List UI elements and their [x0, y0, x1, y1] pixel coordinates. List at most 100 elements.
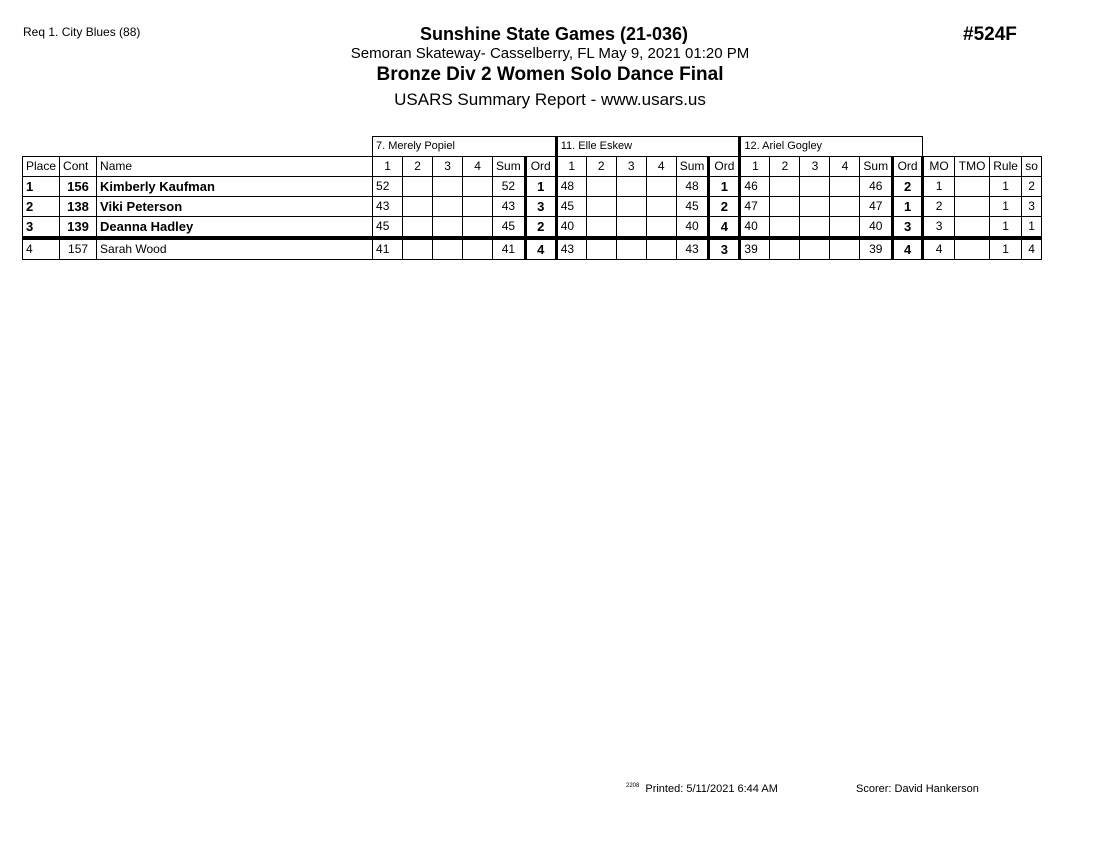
- sum-cell: 47: [859, 196, 894, 217]
- score-cell: 47: [738, 196, 771, 217]
- event-title: Bronze Div 2 Women Solo Dance Final: [376, 64, 724, 85]
- score-cell: [769, 196, 801, 217]
- rule-cell: 1: [989, 176, 1023, 197]
- result-row: 2 138 Viki Peterson 43 43 3 45 45 2 47 47 1 2 1 3: [21, 196, 1043, 217]
- ordinal-cell: 4: [707, 216, 741, 240]
- venue-date: Semoran Skateway- Casselberry, FL May 9,…: [350, 45, 750, 62]
- tmo-cell: [954, 196, 991, 217]
- score-cell: [615, 216, 647, 240]
- header-judge-col: 4: [829, 156, 861, 177]
- ordinal-cell: 4: [523, 237, 557, 260]
- header-so: so: [1021, 156, 1043, 177]
- judge-name: 12. Ariel Gogley: [738, 136, 924, 157]
- score-cell: [645, 196, 677, 217]
- score-cell: [799, 176, 831, 197]
- mo-cell: 3: [921, 216, 956, 240]
- so-cell: 4: [1021, 237, 1043, 260]
- score-cell: 48: [554, 176, 587, 197]
- score-cell: 52: [372, 176, 404, 197]
- score-cell: [829, 176, 861, 197]
- score-cell: [645, 216, 677, 240]
- score-cell: [462, 176, 494, 197]
- score-cell: [645, 176, 677, 197]
- score-cell: [799, 216, 831, 240]
- score-cell: 41: [372, 237, 404, 260]
- score-cell: [432, 216, 464, 240]
- request-label: Req 1. City Blues (88): [23, 25, 141, 39]
- sum-cell: 39: [859, 237, 894, 260]
- score-cell: [829, 196, 861, 217]
- cont-cell: 157: [59, 237, 98, 260]
- score-cell: [402, 216, 434, 240]
- header-judge-col: 2: [769, 156, 801, 177]
- score-cell: [402, 196, 434, 217]
- header-judge-col: 1: [372, 156, 404, 177]
- header-judge-col: 3: [615, 156, 647, 177]
- score-cell: 39: [738, 237, 771, 260]
- score-cell: [615, 237, 647, 260]
- score-cell: [462, 216, 494, 240]
- score-cell: [402, 237, 434, 260]
- ordinal-cell: 1: [707, 176, 741, 197]
- score-cell: [432, 196, 464, 217]
- results-table: 7. Merely Popiel 11. Elle Eskew 12. Ariel …: [21, 136, 1043, 260]
- printed-date: Printed: 5/11/2021 6:44 AM: [645, 783, 778, 795]
- score-cell: [585, 196, 617, 217]
- header-judge-col: 2: [402, 156, 434, 177]
- cont-cell: 139: [59, 216, 98, 240]
- mo-cell: 4: [921, 237, 956, 260]
- judge-name: 7. Merely Popiel: [372, 136, 557, 157]
- sum-cell: 52: [492, 176, 526, 197]
- sum-cell: 48: [675, 176, 710, 197]
- tmo-cell: [954, 237, 991, 260]
- score-cell: [585, 176, 617, 197]
- score-cell: 46: [738, 176, 771, 197]
- score-cell: 43: [554, 237, 587, 260]
- header-judge-col: 2: [585, 156, 617, 177]
- result-row: 4 157 Sarah Wood 41 41 4 43 43 3 39 39 4 4 1 4: [21, 237, 1043, 260]
- header-judge-col: Sum: [492, 156, 526, 177]
- sum-cell: 40: [859, 216, 894, 240]
- score-cell: [769, 216, 801, 240]
- score-cell: [585, 216, 617, 240]
- ordinal-cell: 2: [891, 176, 924, 197]
- sum-cell: 40: [675, 216, 710, 240]
- header-place: Place: [21, 156, 61, 177]
- report-title: USARS Summary Report - www.usars.us: [394, 90, 706, 109]
- mo-cell: 1: [921, 176, 956, 197]
- header-judge-col: 3: [799, 156, 831, 177]
- score-cell: [829, 216, 861, 240]
- printed-info: 2208 Printed: 5/11/2021 6:44 AM: [626, 783, 778, 795]
- header-tmo: TMO: [954, 156, 991, 177]
- tmo-cell: [954, 176, 991, 197]
- name-cell: Deanna Hadley: [96, 216, 374, 240]
- cont-cell: 138: [59, 196, 98, 217]
- score-cell: [769, 237, 801, 260]
- sum-cell: 45: [492, 216, 526, 240]
- place-cell: 2: [21, 196, 61, 217]
- mo-cell: 2: [921, 196, 956, 217]
- score-cell: [402, 176, 434, 197]
- event-number: #524F: [963, 24, 1017, 45]
- score-cell: 45: [372, 216, 404, 240]
- score-cell: [585, 237, 617, 260]
- so-cell: 3: [1021, 196, 1043, 217]
- score-cell: [432, 237, 464, 260]
- ordinal-cell: 2: [707, 196, 741, 217]
- header-judge-col: 1: [738, 156, 771, 177]
- sum-cell: 46: [859, 176, 894, 197]
- score-cell: [769, 176, 801, 197]
- sum-cell: 43: [675, 237, 710, 260]
- ordinal-cell: 1: [523, 176, 557, 197]
- score-cell: [615, 196, 647, 217]
- score-cell: 43: [372, 196, 404, 217]
- header-judge-col: 1: [554, 156, 587, 177]
- judge-name: 11. Elle Eskew: [554, 136, 741, 157]
- so-cell: 1: [1021, 216, 1043, 240]
- sum-cell: 43: [492, 196, 526, 217]
- score-cell: 45: [554, 196, 587, 217]
- score-cell: [615, 176, 647, 197]
- header-judge-col: Ord: [891, 156, 924, 177]
- column-header-row: Place Cont Name 1 2 3 4 Sum Ord 1 2 3 4 Sum Ord 1 2 3 4 Sum…: [21, 156, 1043, 177]
- ordinal-cell: 3: [523, 196, 557, 217]
